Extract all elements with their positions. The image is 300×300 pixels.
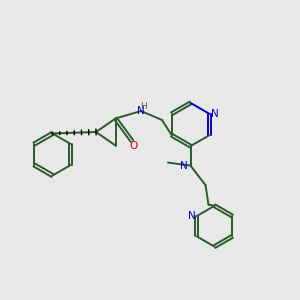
Text: N: N	[137, 106, 145, 116]
Text: N: N	[188, 211, 195, 221]
Text: H: H	[140, 102, 146, 111]
Text: N: N	[211, 109, 218, 119]
Text: N: N	[180, 160, 188, 171]
Text: O: O	[129, 140, 138, 151]
